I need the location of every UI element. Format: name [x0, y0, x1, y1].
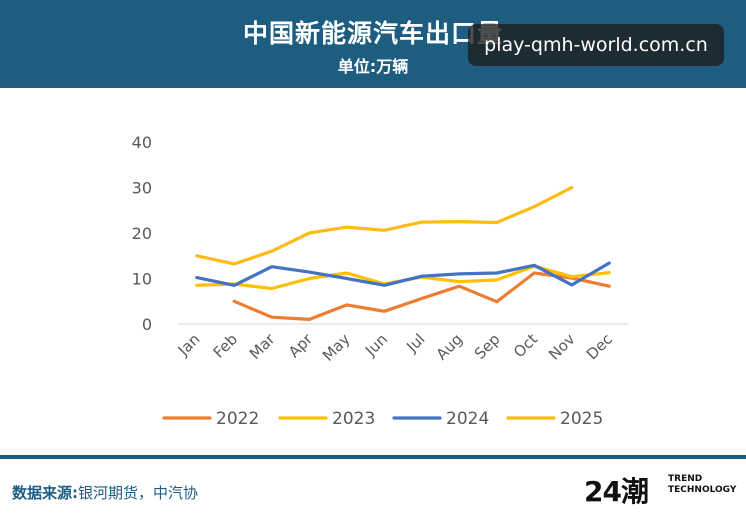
x-tick-label: Feb: [210, 330, 242, 362]
legend-label-2023: 2023: [332, 409, 375, 429]
series-line-2022: [232, 271, 611, 321]
x-tick-label: May: [319, 330, 354, 365]
x-tick-label: Oct: [510, 330, 541, 361]
y-tick-label: 30: [132, 179, 152, 198]
x-tick-label: Jul: [402, 330, 428, 356]
legend-label-2022: 2022: [216, 409, 259, 429]
legend-label-2024: 2024: [446, 409, 489, 429]
series-line-2023: [195, 264, 611, 291]
logo-sub-technology: TECHNOLOGY: [668, 485, 737, 495]
chart-area: 0 10 20 30 40 Jan Feb Mar Apr May Jun Jul Aug Sep Oct N…: [0, 88, 746, 456]
brand-logo: 24潮 TREND TECHNOLOGY: [584, 470, 737, 508]
watermark: play-qmh-world.com.cn: [468, 24, 724, 66]
logo-main-text: 24潮: [584, 475, 649, 508]
x-tick-label: Dec: [583, 330, 616, 363]
logo-sub-trend: TREND: [668, 474, 703, 484]
source-label: 数据来源:: [12, 484, 78, 502]
x-tick-label: Jan: [174, 330, 204, 360]
series-line-2024: [195, 261, 611, 287]
x-tick-label: Apr: [285, 330, 317, 362]
x-tick-label: Mar: [246, 330, 279, 363]
y-tick-label: 10: [132, 270, 152, 289]
chart-subtitle: 单位:万辆: [337, 57, 409, 76]
x-tick-label: Jun: [361, 330, 391, 360]
chart-title: 中国新能源汽车出口量: [242, 19, 503, 48]
y-tick-label: 40: [132, 133, 152, 152]
x-tick-label: Sep: [471, 330, 504, 363]
y-tick-label: 0: [142, 315, 152, 334]
footer-divider: [0, 455, 746, 459]
line-chart: 0 10 20 30 40 Jan Feb Mar Apr May Jun Jul Aug Sep Oct N…: [132, 133, 628, 429]
data-source: 数据来源:银河期货，中汽协: [12, 482, 198, 503]
legend-label-2025: 2025: [560, 409, 603, 429]
x-tick-label: Aug: [433, 330, 466, 363]
series-line-2025: [195, 185, 574, 266]
x-tick-label: Nov: [545, 330, 579, 364]
source-text: 银河期货，中汽协: [78, 484, 199, 502]
y-tick-label: 20: [132, 224, 152, 243]
